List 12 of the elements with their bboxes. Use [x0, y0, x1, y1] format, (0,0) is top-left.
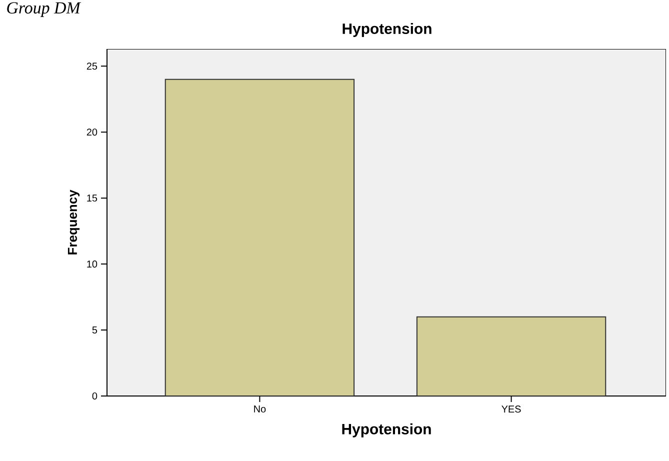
x-axis-title: Hypotension: [342, 423, 431, 438]
y-axis-title: Frequency: [68, 190, 80, 254]
x-tick-label: No: [254, 406, 266, 412]
y-tick-label: 0: [92, 392, 98, 400]
y-tick-label: 5: [92, 326, 98, 334]
chart-title: Hypotension: [342, 23, 432, 37]
text: Group DM: [7, 2, 82, 18]
y-tick-label: 25: [86, 62, 98, 70]
x-tick-label: YES: [502, 406, 521, 413]
y-tick-label: 15: [87, 194, 98, 202]
y-tick-label: 10: [87, 260, 98, 268]
y-tick-label: 20: [86, 128, 98, 136]
